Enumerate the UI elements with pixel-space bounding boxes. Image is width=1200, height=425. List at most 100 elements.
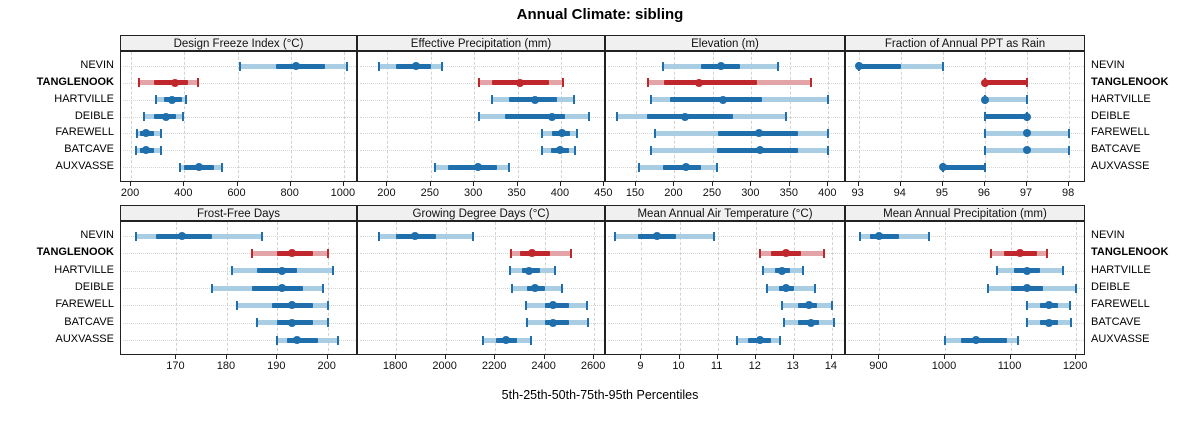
median-dot: [695, 78, 704, 87]
row-guide: [608, 236, 844, 237]
median-dot: [278, 266, 287, 275]
median-dot: [718, 95, 727, 104]
axis-tick-label: 12: [748, 360, 761, 372]
axis-tick-mark: [559, 182, 561, 186]
axis-tick-mark: [1009, 355, 1011, 359]
whisker-cap-high: [345, 61, 348, 71]
median-dot: [854, 62, 863, 70]
row-guide: [123, 150, 356, 152]
axis-tick-label: 170: [166, 360, 185, 372]
row-guide: [123, 82, 356, 84]
interval-band-inner: [942, 164, 985, 170]
whisker-cap-low: [138, 78, 141, 88]
axis-tick-label: 1000: [330, 187, 356, 199]
whisker-cap-high: [441, 61, 444, 71]
row-guide: [608, 167, 844, 168]
median-dot: [530, 284, 539, 292]
whisker-cap-high: [326, 318, 329, 328]
interval-band-inner: [669, 97, 763, 103]
median-dot: [170, 78, 179, 87]
whisker-cap-high: [830, 300, 833, 310]
axis-tick-mark: [225, 355, 227, 359]
median-dot: [980, 95, 989, 104]
interval-band-inner: [448, 164, 497, 170]
median-dot: [288, 301, 297, 310]
whisker-cap-high: [261, 231, 264, 241]
row-guide: [608, 270, 844, 272]
interval-band-outer: [858, 63, 943, 69]
site-label-deible: DEIBLE: [1091, 109, 1131, 122]
whisker-cap-high: [1026, 78, 1029, 88]
axis-tick-mark: [878, 355, 880, 359]
row-guide: [360, 253, 604, 255]
row-guide: [123, 116, 356, 118]
whisker-cap-low: [135, 231, 138, 241]
panel-plot: [120, 51, 357, 182]
axis-tick-label: 400: [818, 187, 837, 199]
axis-tick-label: 350: [507, 187, 526, 199]
site-label-batcave: BATCAVE: [1091, 315, 1141, 328]
whisker-cap-high: [220, 162, 223, 172]
site-label-deible: DEIBLE: [74, 281, 114, 293]
whisker-cap-low: [210, 283, 213, 293]
whisker-cap-low: [613, 231, 616, 241]
whisker-cap-low: [983, 145, 986, 155]
panel-strip: Frost-Free Days: [120, 205, 357, 221]
median-dot: [1044, 318, 1053, 327]
row-guide: [608, 288, 844, 289]
whisker-cap-low: [251, 248, 254, 258]
median-dot: [782, 284, 791, 292]
median-dot: [1023, 146, 1032, 155]
row-guide: [848, 253, 1084, 255]
axis-tick-label: 800: [280, 187, 299, 199]
whisker-cap-high: [777, 61, 780, 71]
site-label-auxvasse: AUXVASSE: [1091, 333, 1150, 345]
axis-tick-label: 1200: [1062, 360, 1088, 372]
panel-strip: Design Freeze Index (°C): [120, 35, 357, 51]
axis-tick-mark: [716, 355, 718, 359]
site-label-deible: DEIBLE: [1091, 281, 1131, 293]
median-dot: [177, 232, 186, 240]
site-label-farewell: FAREWELL: [55, 298, 114, 311]
whisker-cap-low: [508, 266, 511, 276]
median-dot: [502, 336, 511, 344]
row-guide: [848, 322, 1084, 324]
median-dot: [549, 318, 558, 327]
axis-tick-mark: [640, 355, 642, 359]
panel-strip: Growing Degree Days (°C): [357, 205, 605, 221]
whisker-cap-low: [256, 318, 259, 328]
axis-tick-label: 2000: [432, 360, 457, 372]
whisker-cap-high: [575, 128, 578, 138]
whisker-cap-low: [650, 145, 653, 155]
median-dot: [410, 232, 419, 240]
whisker-cap-high: [159, 145, 162, 155]
interval-band-inner: [252, 285, 303, 291]
median-dot: [755, 146, 764, 155]
whisker-cap-low: [525, 300, 528, 310]
whisker-cap-low: [781, 300, 784, 310]
median-dot: [1044, 301, 1053, 310]
axis-tick-mark: [183, 182, 185, 186]
axis-tick-label: 1000: [931, 360, 957, 372]
whisker-cap-low: [1025, 318, 1028, 328]
whisker-cap-high: [712, 231, 715, 241]
whisker-cap-high: [553, 266, 556, 276]
axis-tick-label: 200: [664, 187, 683, 199]
whisker-cap-high: [983, 162, 986, 172]
axis-tick-label: 11: [710, 360, 723, 372]
median-dot: [652, 232, 661, 240]
row-guide: [848, 82, 1084, 84]
axis-tick-label: 95: [935, 187, 948, 199]
interval-band-inner: [504, 114, 566, 119]
whisker-cap-high: [802, 266, 805, 276]
whisker-cap-high: [585, 300, 588, 310]
site-label-auxvasse: AUXVASSE: [1091, 160, 1150, 172]
whisker-cap-high: [573, 145, 576, 155]
axis-tick-mark: [711, 182, 713, 186]
row-guide: [848, 288, 1084, 289]
whisker-cap-low: [377, 231, 380, 241]
axis-tick-label: 2200: [481, 360, 507, 372]
axis-tick-label: 9: [637, 360, 644, 372]
axis-tick-mark: [899, 182, 901, 186]
site-label-deible: DEIBLE: [74, 109, 114, 122]
